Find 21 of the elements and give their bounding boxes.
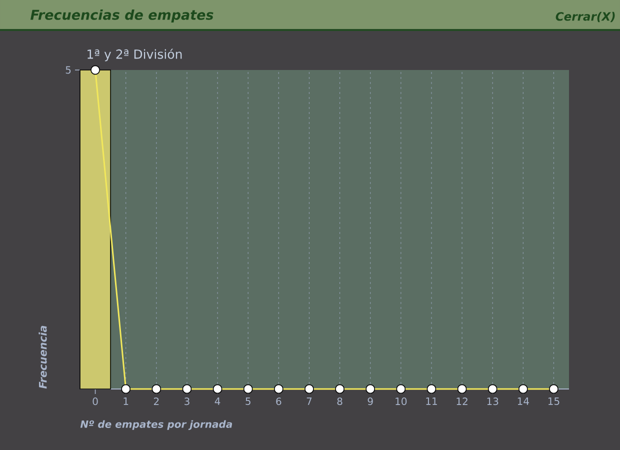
text: Cerrar(X) bbox=[556, 12, 615, 22]
x-tick-label: 11 bbox=[426, 398, 437, 405]
x-tick-label: 9 bbox=[368, 398, 373, 406]
y-axis-title: Frecuencia bbox=[38, 326, 47, 389]
x-tick-label: 14 bbox=[518, 398, 529, 405]
x-tick-label: 8 bbox=[337, 398, 342, 406]
x-tick-label: 5 bbox=[246, 398, 250, 405]
x-tick-label: 6 bbox=[276, 398, 282, 406]
x-tick-label: 15 bbox=[548, 398, 560, 405]
x-tick-label: 13 bbox=[487, 398, 498, 406]
x-tick-label: 4 bbox=[214, 398, 220, 405]
chart-title: Frecuencias de empates bbox=[30, 9, 214, 23]
x-tick-label: 1 bbox=[124, 398, 128, 405]
x-tick-label: 0 bbox=[92, 398, 98, 406]
x-tick-label: 12 bbox=[456, 398, 468, 405]
chart-subtitle: 1ª y 2ª División bbox=[88, 48, 182, 62]
x-tick-label: 10 bbox=[396, 398, 407, 406]
x-tick-label: 2 bbox=[154, 398, 159, 405]
x-axis-title: Nº de empates por jornada bbox=[80, 420, 232, 430]
x-tick-label: 3 bbox=[184, 398, 190, 406]
x-tick-label: 7 bbox=[306, 398, 312, 405]
